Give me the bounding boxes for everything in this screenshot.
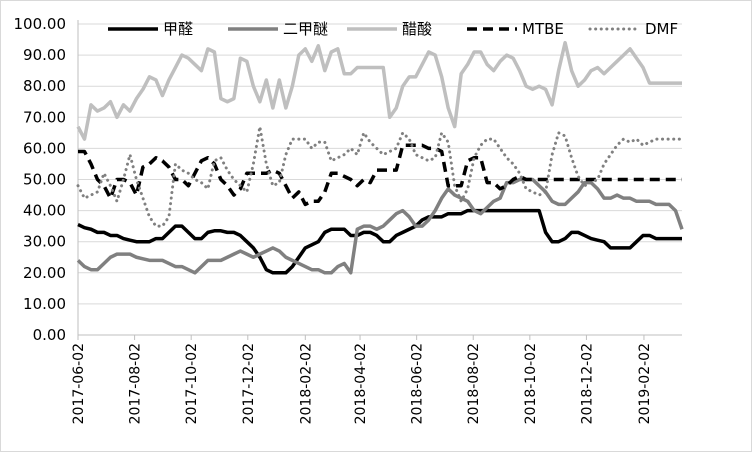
legend-label-1: 二甲醚 [283, 20, 328, 38]
x-tick-label: 2017-08-02 [128, 343, 144, 424]
y-tick-label: 0.00 [33, 326, 66, 344]
y-axis-ticks: 0.00 10.00 20.00 30.00 40.00 50.00 60.00 70.00 8… [14, 15, 67, 344]
x-tick-label: 2017-10-02 [184, 343, 200, 424]
x-tick-label: 2018-04-02 [353, 343, 369, 424]
x-tick-label: 2018-12-02 [579, 343, 595, 424]
x-tick-label: 2018-06-02 [410, 343, 426, 424]
legend-label-2: 醋酸 [402, 20, 432, 38]
y-tick-label: 30.00 [23, 233, 66, 251]
series-line-2 [76, 40, 682, 141]
series-lines [76, 40, 684, 275]
x-tick-label: 2018-08-02 [466, 343, 482, 424]
legend: 甲醛 二甲醚 醋酸 MTBE DMF [108, 20, 678, 38]
series-line-4 [76, 125, 684, 228]
y-tick-label: 10.00 [23, 295, 66, 313]
legend-label-3: MTBE [522, 20, 564, 38]
legend-label-0: 甲醛 [163, 20, 193, 38]
series-line-1 [76, 177, 684, 275]
y-tick-label: 100.00 [14, 15, 67, 33]
y-tick-label: 50.00 [23, 171, 66, 189]
y-tick-label: 80.00 [23, 77, 66, 95]
y-tick-label: 20.00 [23, 264, 66, 282]
y-tick-label: 90.00 [23, 46, 66, 64]
y-tick-label: 40.00 [23, 202, 66, 220]
x-tick-label: 2019-02-02 [637, 343, 653, 424]
gridlines [78, 23, 682, 305]
x-tick-label: 2017-12-02 [241, 343, 257, 424]
y-tick-label: 70.00 [23, 108, 66, 126]
series-line-3 [78, 143, 682, 207]
x-tick-label: 2018-02-02 [298, 343, 314, 424]
y-tick-label: 60.00 [23, 139, 66, 157]
legend-label-4: DMF [645, 20, 678, 38]
x-axis-ticks: 2017-06-02 2017-08-02 2017-10-02 2017-12-02… [71, 335, 653, 424]
series-line-0 [77, 208, 682, 275]
axes [77, 20, 682, 336]
x-tick-label: 2017-06-02 [71, 343, 87, 424]
x-tick-label: 2018-10-02 [523, 343, 539, 424]
